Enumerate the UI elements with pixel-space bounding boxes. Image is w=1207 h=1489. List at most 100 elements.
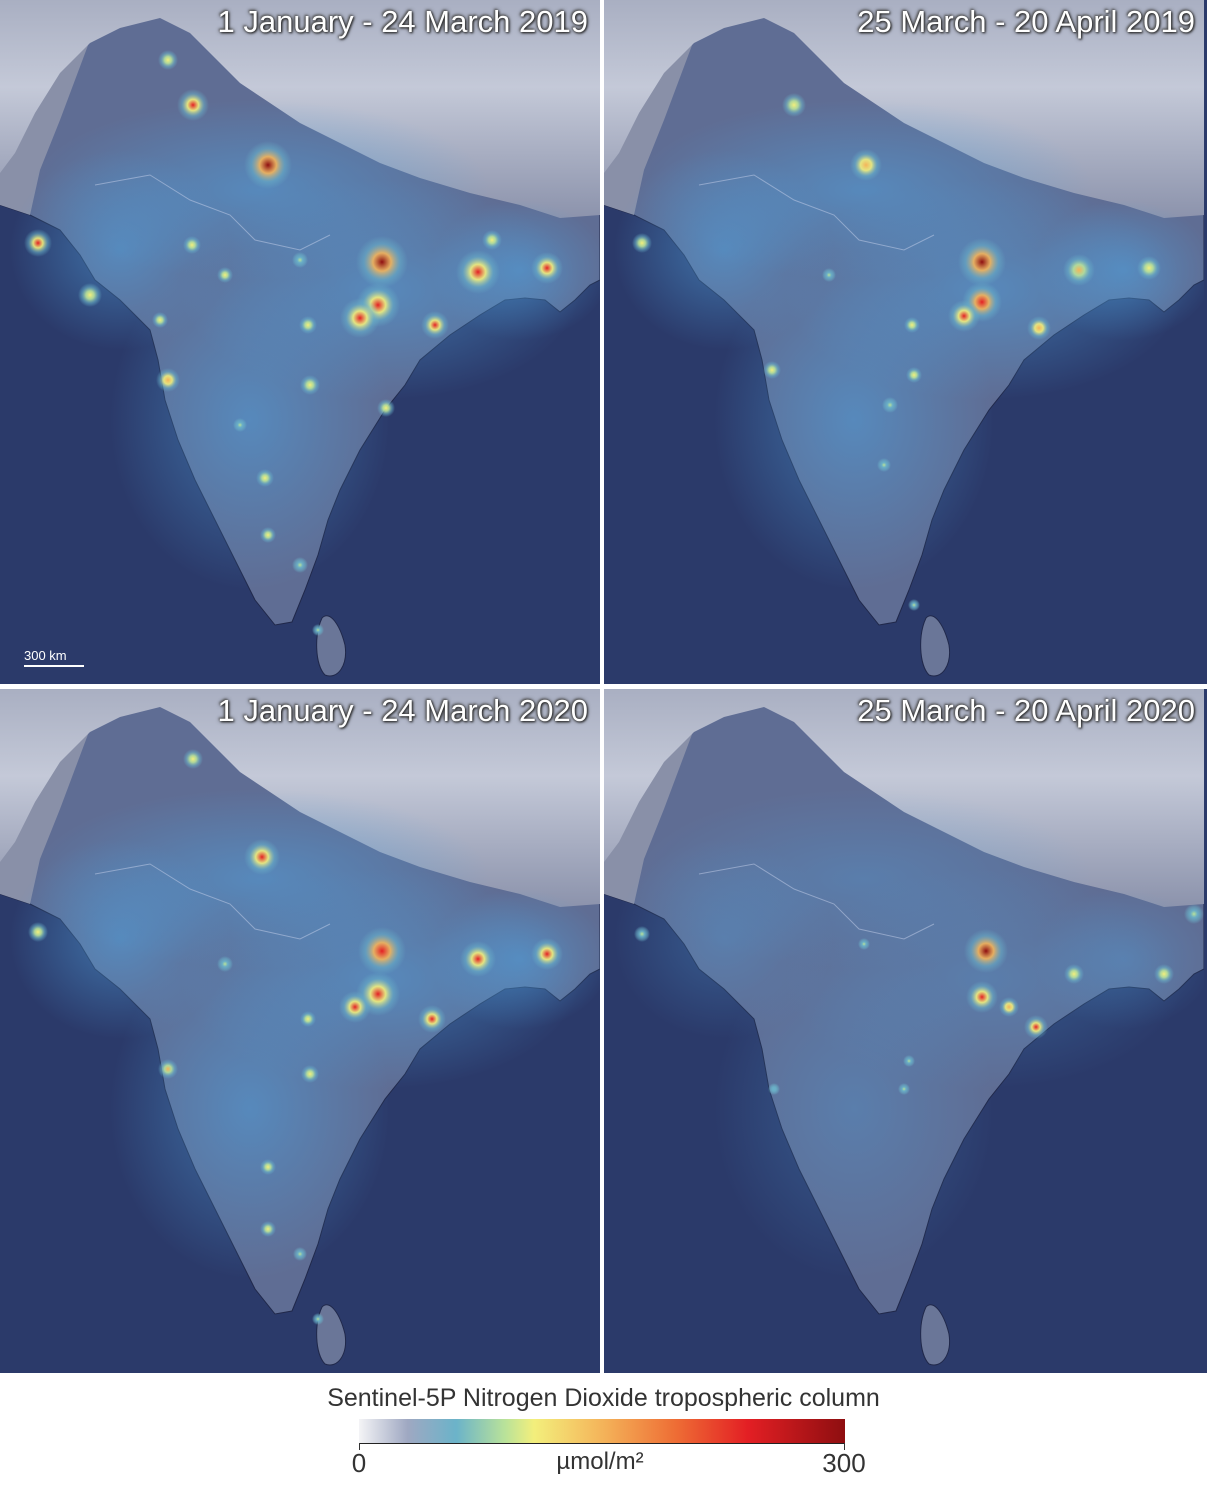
map-panel-2020-pre-lockdown: 1 January - 24 March 2020: [0, 689, 600, 1373]
no2-hotspot: [301, 1065, 319, 1083]
west-terrain: [604, 40, 694, 215]
border-line: [94, 174, 331, 251]
no2-hotspot: [531, 252, 563, 284]
no2-hotspot: [299, 316, 317, 334]
no2-hotspot: [183, 236, 201, 254]
no2-haze: [430, 200, 600, 340]
west-terrain: [604, 729, 694, 904]
no2-hotspot: [356, 236, 408, 288]
no2-hotspot: [244, 141, 292, 189]
no2-hotspot: [156, 368, 180, 392]
no2-hotspot: [958, 238, 1006, 286]
no2-hotspot: [858, 938, 870, 950]
no2-hotspot: [1064, 964, 1084, 984]
no2-hotspot: [632, 233, 652, 253]
scale-bar-line: [24, 665, 84, 667]
panel-title: 25 March - 20 April 2019: [857, 4, 1195, 39]
no2-hotspot: [158, 50, 178, 70]
no2-hotspot: [1184, 904, 1204, 924]
no2-haze: [110, 250, 390, 590]
no2-haze: [10, 839, 230, 1039]
no2-hotspot: [634, 926, 650, 942]
no2-hotspot: [183, 749, 203, 769]
no2-hotspot: [292, 252, 308, 268]
no2-hotspot: [906, 367, 922, 383]
no2-hotspot: [903, 1055, 915, 1067]
colorbar-axis: [359, 1443, 845, 1444]
no2-hotspot: [217, 267, 233, 283]
panel-title: 25 March - 20 April 2020: [857, 693, 1195, 728]
no2-haze: [1034, 889, 1204, 1029]
no2-hotspot: [293, 1247, 307, 1261]
no2-haze: [430, 889, 600, 1029]
unit-label: µmol/m²: [556, 1448, 644, 1475]
no2-hotspot: [339, 991, 371, 1023]
no2-hotspot: [421, 311, 449, 339]
no2-hotspot: [999, 997, 1019, 1017]
no2-hotspot: [28, 922, 48, 942]
no2-hotspot: [782, 93, 806, 117]
no2-hotspot: [300, 1011, 316, 1027]
no2-hotspot: [418, 1005, 446, 1033]
no2-hotspot: [966, 981, 998, 1013]
no2-hotspot: [456, 250, 500, 294]
colorbar-legend: Sentinel-5P Nitrogen Dioxide tropospheri…: [0, 1376, 1207, 1489]
no2-hotspot: [177, 89, 209, 121]
no2-hotspot: [904, 317, 920, 333]
sri-lanka-landmass: [316, 615, 347, 677]
no2-hotspot: [358, 927, 406, 975]
border-line: [698, 863, 935, 940]
no2-hotspot: [312, 624, 324, 636]
no2-hotspot: [233, 418, 247, 432]
no2-hotspot: [1137, 256, 1161, 280]
map-canvas: [0, 0, 600, 684]
west-terrain: [0, 729, 90, 904]
panel-title: 1 January - 24 March 2019: [217, 4, 589, 39]
sri-lanka-landmass: [920, 1304, 951, 1366]
map-panel-2019-pre-lockdown: 1 January - 24 March 2019 300 km: [0, 0, 600, 684]
no2-hotspot: [377, 399, 395, 417]
sri-lanka-landmass: [316, 1304, 347, 1366]
no2-hotspot: [244, 839, 280, 875]
no2-hotspot: [531, 938, 563, 970]
no2-hotspot: [24, 229, 52, 257]
map-canvas: [604, 689, 1204, 1373]
tick-label-min: 0: [351, 1448, 367, 1478]
no2-hotspot: [152, 312, 168, 328]
no2-hotspot: [260, 527, 276, 543]
no2-hotspot: [877, 458, 891, 472]
map-panel-2019-lockdown-period: 25 March - 20 April 2019: [604, 0, 1207, 684]
no2-hotspot: [217, 956, 233, 972]
border-line: [94, 863, 331, 940]
no2-hotspot: [822, 268, 836, 282]
no2-hotspot: [850, 149, 882, 181]
scale-bar: 300 km: [24, 648, 84, 667]
no2-hotspot: [1154, 964, 1174, 984]
map-canvas: [604, 0, 1204, 684]
no2-hotspot: [260, 1221, 276, 1237]
no2-haze: [714, 939, 994, 1279]
no2-hotspot: [158, 1059, 178, 1079]
map-grid: 1 January - 24 March 2019 300 km 25 Marc…: [0, 0, 1207, 1374]
no2-hotspot: [768, 1083, 780, 1095]
no2-hotspot: [882, 397, 898, 413]
map-panel-2020-lockdown: 25 March - 20 April 2020: [604, 689, 1207, 1373]
no2-hotspot: [292, 557, 308, 573]
no2-haze: [714, 250, 994, 590]
no2-hotspot: [300, 375, 320, 395]
no2-hotspot: [78, 283, 102, 307]
tick-min: [359, 1443, 360, 1450]
sri-lanka-landmass: [920, 615, 951, 677]
no2-haze: [10, 150, 230, 350]
scale-bar-label: 300 km: [24, 648, 67, 663]
no2-hotspot: [340, 298, 380, 338]
colorbar: [359, 1419, 845, 1443]
no2-hotspot: [898, 1083, 910, 1095]
legend-title: Sentinel-5P Nitrogen Dioxide tropospheri…: [327, 1384, 880, 1412]
no2-hotspot: [964, 929, 1008, 973]
no2-haze: [614, 150, 834, 350]
west-terrain: [0, 40, 90, 215]
no2-hotspot: [1024, 1015, 1048, 1039]
no2-hotspot: [256, 469, 274, 487]
panel-title: 1 January - 24 March 2020: [217, 693, 589, 728]
